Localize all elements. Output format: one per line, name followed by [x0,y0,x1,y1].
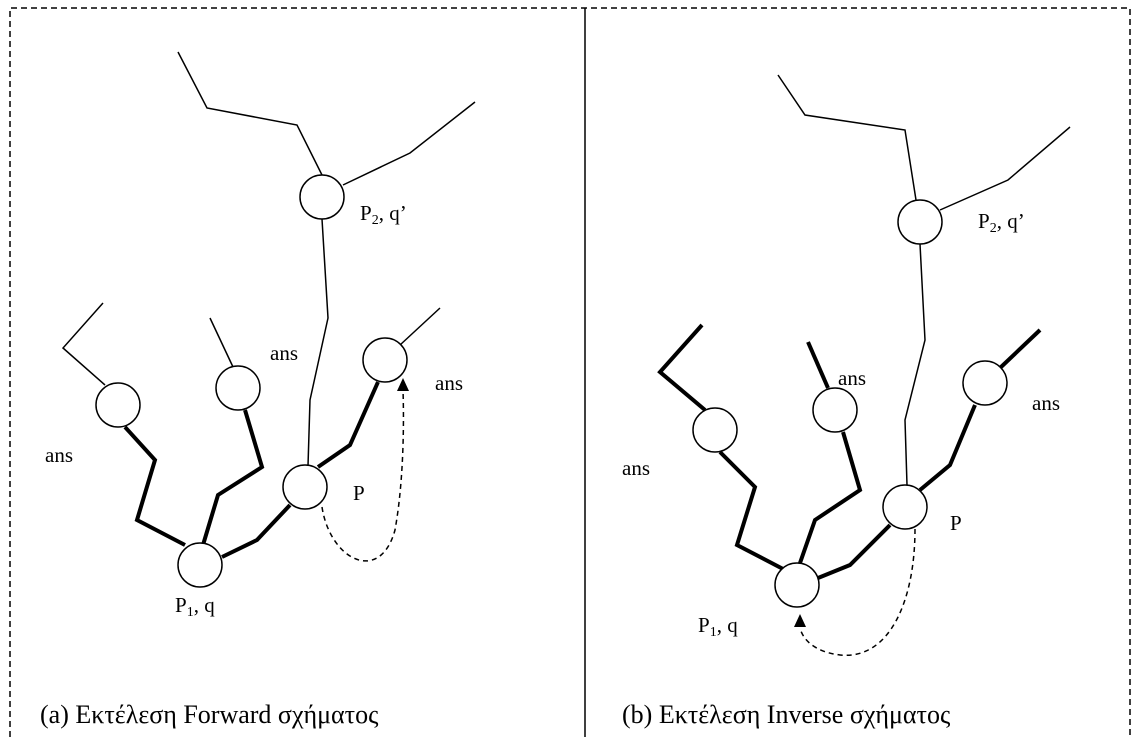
label: P [698,613,710,637]
label: ans [838,366,866,390]
caption: (a) Εκτέλεση Forward σχήματος [40,700,379,729]
label: ans [1032,391,1060,415]
label: 1 [187,605,194,620]
label: P [175,593,187,617]
label: , q [194,593,216,617]
label: , q’ [997,209,1025,233]
label: ans [435,371,463,395]
label: 2 [990,221,997,236]
caption: (b) Εκτέλεση Inverse σχήματος [622,700,951,729]
label: ans [45,443,73,467]
label: P [950,511,962,535]
label: P1, q [698,613,738,640]
label: P [353,481,365,505]
panel-a: ans ans ans P P1, q P2, q’ (a) Εκτέλεση … [40,51,476,729]
label: ans [270,341,298,365]
label: P [978,209,990,233]
label: P [360,201,372,225]
label: P2, q’ [978,209,1025,236]
label: , q’ [379,201,407,225]
label: ans [622,456,650,480]
label: P1, q [175,593,215,620]
label: 2 [372,213,379,228]
frame [9,7,1131,737]
panel-b: ans ans ans P P1, q P2, q’ (b) Εκτέλεση … [622,74,1071,729]
label: 1 [710,625,717,640]
label: P2, q’ [360,201,407,228]
label: , q [717,613,739,637]
